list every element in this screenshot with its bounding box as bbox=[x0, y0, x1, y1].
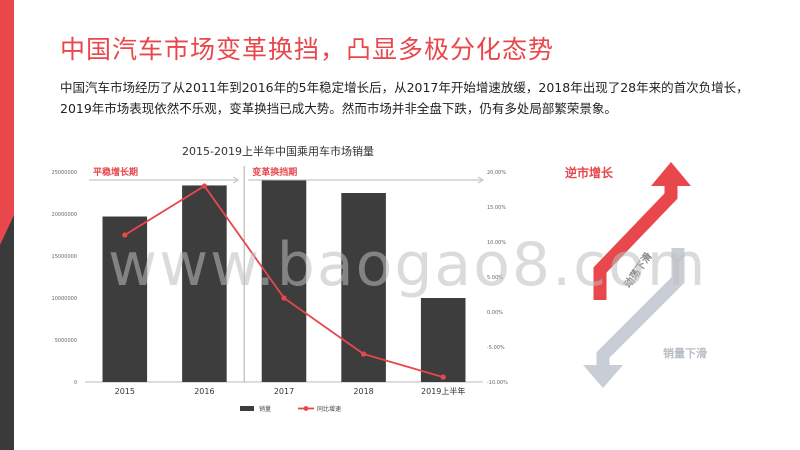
bar bbox=[102, 216, 148, 382]
y-right-tick-label: 0.00% bbox=[487, 310, 503, 316]
growth-point bbox=[122, 232, 128, 238]
y-right-tick-label: -10.00% bbox=[487, 380, 508, 386]
x-tick-label: 2016 bbox=[194, 387, 214, 396]
legend-label: 同比增速 bbox=[317, 405, 341, 413]
page-title: 中国汽车市场变革换挡，凸显多极分化态势 bbox=[60, 35, 555, 64]
y-left-tick-label: 5000000 bbox=[55, 338, 77, 344]
phase-arrow-head bbox=[232, 176, 240, 184]
sales-decline-label: 销量下滑 bbox=[663, 347, 707, 360]
sales-chart: 0 5000000 10000000 15000000 20000000 25000000… bbox=[52, 166, 508, 413]
bar bbox=[341, 193, 386, 382]
trend-arrows-panel: 逆市增长 动荡下滑 销量下滑 bbox=[565, 150, 707, 400]
legend-swatch bbox=[240, 406, 254, 411]
chart-title: 2015-2019上半年中国乘用车市场销量 bbox=[182, 145, 374, 158]
growth-point bbox=[201, 183, 207, 189]
legend-swatch-marker bbox=[303, 406, 309, 411]
y-left-tick-label: 10000000 bbox=[52, 296, 77, 302]
up-arrow-shaft bbox=[593, 180, 678, 300]
x-tick-label: 2015 bbox=[115, 387, 135, 396]
x-tick-label: 2017 bbox=[274, 387, 294, 396]
phase-label: 变革换挡期 bbox=[252, 166, 297, 178]
y-right-tick-label: 15.00% bbox=[487, 205, 506, 211]
x-tick-label: 2018 bbox=[353, 387, 373, 396]
phase-arrow-head bbox=[477, 176, 485, 184]
down-arrow-head bbox=[583, 365, 623, 388]
y-left-tick-label: 0 bbox=[74, 380, 77, 386]
y-right-tick-label: 10.00% bbox=[487, 240, 506, 246]
bar bbox=[261, 180, 307, 382]
y-right-tick-label: -5.00% bbox=[487, 345, 505, 351]
growth-point bbox=[361, 351, 367, 357]
intro-paragraph: 中国汽车市场经历了从2011年到2016年的5年稳定增长后，从2017年开始增速… bbox=[60, 80, 749, 116]
side-accent-red bbox=[0, 0, 14, 245]
growth-label: 逆市增长 bbox=[565, 166, 614, 180]
y-left-tick-label: 20000000 bbox=[52, 212, 77, 218]
phase-label: 平稳增长期 bbox=[93, 166, 138, 178]
y-right-tick-label: 5.00% bbox=[487, 275, 503, 281]
bar bbox=[182, 185, 227, 382]
up-arrow-head bbox=[651, 162, 691, 186]
legend-label: 销量 bbox=[259, 405, 271, 413]
y-right-tick-label: 20.00% bbox=[487, 170, 506, 176]
growth-point bbox=[440, 374, 446, 380]
y-left-tick-label: 25000000 bbox=[52, 170, 77, 176]
side-accent-gray bbox=[0, 245, 14, 450]
side-accent-gray-tip bbox=[0, 215, 14, 245]
bar bbox=[420, 298, 466, 382]
x-tick-label: 2019上半年 bbox=[421, 386, 465, 396]
y-left-tick-label: 15000000 bbox=[52, 254, 77, 260]
growth-point bbox=[281, 295, 287, 301]
trend-arrows-graphic bbox=[583, 162, 691, 388]
watermark: www.baogao8.com bbox=[108, 230, 708, 300]
